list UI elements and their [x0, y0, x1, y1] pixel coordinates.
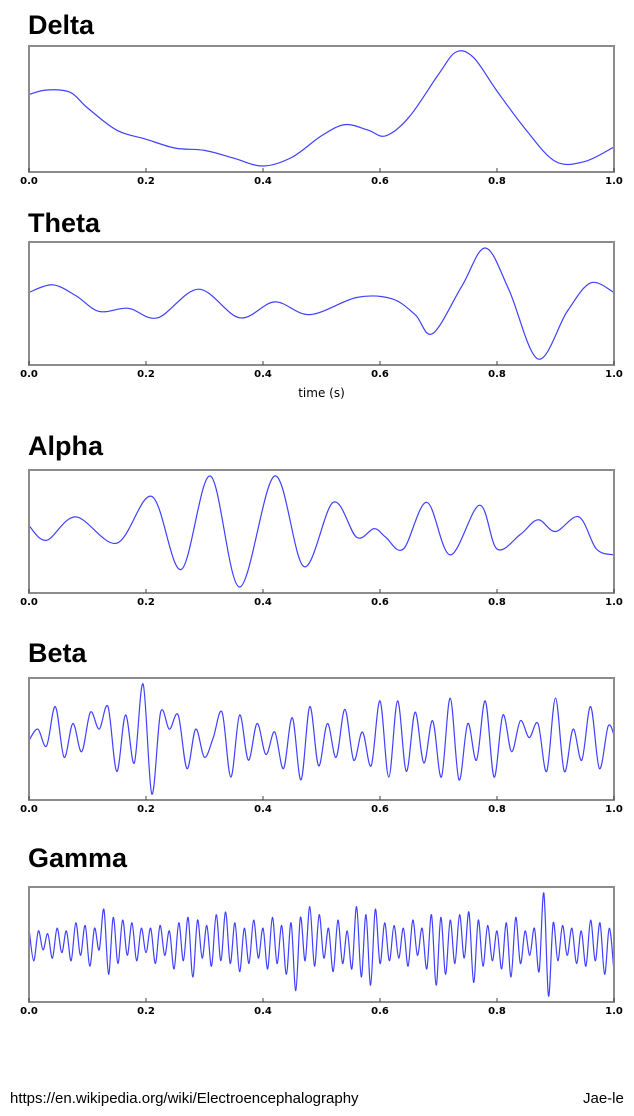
gamma-x-tick-label: 0.2: [137, 1006, 155, 1017]
beta-x-tick-label: 0.4: [254, 804, 272, 815]
theta-x-tick-label: 0.4: [254, 369, 272, 380]
alpha-series-line: [28, 475, 615, 588]
theta-x-tick-label: 0.6: [371, 369, 389, 380]
alpha-x-tick-label: 1.0: [605, 597, 623, 608]
theta-series-line: [28, 247, 615, 360]
gamma-plot-frame: [28, 886, 615, 1003]
alpha-x-tick-label: 0.0: [20, 597, 38, 608]
beta-title: Beta: [28, 638, 87, 668]
delta-x-tick-label: 0.0: [20, 176, 38, 187]
source-url: https://en.wikipedia.org/wiki/Electroenc…: [10, 1090, 359, 1107]
beta-x-tick-label: 0.0: [20, 804, 38, 815]
theta-x-tick-label: 0.0: [20, 369, 38, 380]
theta-x-tick-label: 0.2: [137, 369, 155, 380]
gamma-x-tick-label: 0.8: [488, 1006, 506, 1017]
alpha-x-tick-label: 0.4: [254, 597, 272, 608]
alpha-x-tick-label: 0.6: [371, 597, 389, 608]
theta-plot-frame: [28, 241, 615, 366]
delta-plot-frame: [28, 45, 615, 173]
theta-x-tick-label: 1.0: [605, 369, 623, 380]
beta-series-line: [28, 683, 615, 795]
delta-x-tick-label: 0.2: [137, 176, 155, 187]
beta-x-tick-label: 0.8: [488, 804, 506, 815]
theta-x-axis-label: time (s): [298, 386, 345, 400]
delta-x-tick-label: 0.4: [254, 176, 272, 187]
gamma-x-tick-label: 1.0: [605, 1006, 623, 1017]
gamma-x-tick-label: 0.4: [254, 1006, 272, 1017]
delta-series-line: [28, 50, 615, 167]
delta-x-tick-label: 0.8: [488, 176, 506, 187]
delta-title: Delta: [28, 10, 95, 40]
delta-x-tick-label: 1.0: [605, 176, 623, 187]
gamma-title: Gamma: [28, 843, 128, 873]
author-name: Jae-le: [583, 1090, 624, 1107]
beta-x-tick-label: 0.2: [137, 804, 155, 815]
theta-title: Theta: [28, 208, 101, 238]
theta-x-tick-label: 0.8: [488, 369, 506, 380]
alpha-x-tick-label: 0.2: [137, 597, 155, 608]
alpha-title: Alpha: [28, 431, 104, 461]
alpha-x-tick-label: 0.8: [488, 597, 506, 608]
gamma-x-tick-label: 0.0: [20, 1006, 38, 1017]
alpha-plot-frame: [28, 469, 615, 594]
delta-x-tick-label: 0.6: [371, 176, 389, 187]
gamma-x-tick-label: 0.6: [371, 1006, 389, 1017]
gamma-series-line: [28, 892, 615, 997]
beta-x-tick-label: 1.0: [605, 804, 623, 815]
beta-plot-frame: [28, 677, 615, 801]
beta-x-tick-label: 0.6: [371, 804, 389, 815]
